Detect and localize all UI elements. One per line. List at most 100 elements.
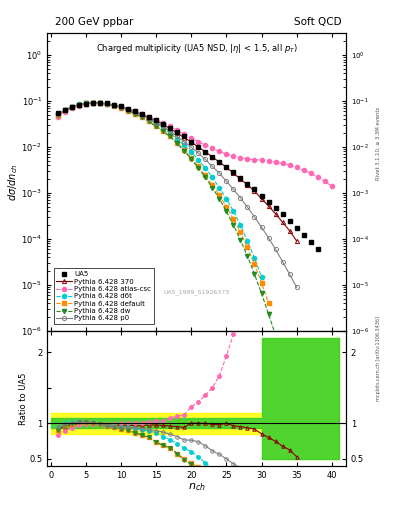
UA5 [168,125,173,131]
Pythia 6.428 p0 [168,128,173,134]
UA5 [55,110,60,116]
Pythia 6.428 dw [182,148,187,154]
Pythia 6.428 atlas-csc [294,164,299,170]
UA5 [97,100,102,106]
Pythia 6.428 atlas-csc [97,100,102,106]
Pythia 6.428 d6t [189,149,194,155]
Pythia 6.428 atlas-csc [259,157,264,163]
UA5 [245,181,250,187]
Pythia 6.428 dw [112,103,116,109]
Pythia 6.428 p0 [62,107,67,113]
Pythia 6.428 default [147,118,151,124]
Pythia 6.428 p0 [245,204,250,210]
Pythia 6.428 atlas-csc [161,120,165,126]
Pythia 6.428 dw [266,311,271,317]
Pythia 6.428 dw [217,196,222,202]
UA5 [76,102,81,108]
Text: mcplots.cern.ch [arXiv:1306.3436]: mcplots.cern.ch [arXiv:1306.3436] [376,316,380,401]
Pythia 6.428 dw [133,111,138,117]
UA5 [175,129,180,135]
Y-axis label: $d\sigma/dn_{ch}$: $d\sigma/dn_{ch}$ [6,163,20,201]
UA5 [203,148,208,155]
Line: Pythia 6.428 atlas-csc: Pythia 6.428 atlas-csc [56,101,334,188]
Pythia 6.428 default [175,140,180,146]
Pythia 6.428 default [203,173,208,179]
Text: 200 GeV ppbar: 200 GeV ppbar [55,16,133,27]
Pythia 6.428 p0 [140,112,144,118]
Pythia 6.428 p0 [90,100,95,106]
UA5 [259,193,264,199]
Pythia 6.428 dw [273,332,278,338]
Pythia 6.428 atlas-csc [189,135,194,141]
Pythia 6.428 default [105,101,109,107]
Pythia 6.428 dw [245,253,250,259]
Pythia 6.428 p0 [161,123,165,130]
Pythia 6.428 atlas-csc [140,111,144,117]
Pythia 6.428 dw [62,107,67,113]
Pythia 6.428 370 [273,211,278,217]
Pythia 6.428 370 [259,196,264,202]
Pythia 6.428 default [112,103,116,109]
Line: Pythia 6.428 dw: Pythia 6.428 dw [56,101,277,337]
UA5 [147,114,151,120]
Pythia 6.428 dw [70,104,74,110]
Pythia 6.428 d6t [252,255,257,261]
UA5 [133,108,138,114]
Pythia 6.428 atlas-csc [126,105,130,112]
Pythia 6.428 370 [196,144,200,150]
Pythia 6.428 p0 [55,111,60,117]
UA5 [210,154,215,160]
Pythia 6.428 370 [55,112,60,118]
Line: Pythia 6.428 d6t: Pythia 6.428 d6t [56,101,264,279]
Pythia 6.428 atlas-csc [168,123,173,130]
Pythia 6.428 default [55,112,60,118]
Pythia 6.428 atlas-csc [280,160,285,166]
Pythia 6.428 atlas-csc [76,102,81,109]
UA5 [189,139,194,145]
Pythia 6.428 default [182,147,187,154]
Pythia 6.428 p0 [175,134,180,140]
Pythia 6.428 370 [175,130,180,136]
Pythia 6.428 atlas-csc [224,151,229,157]
Pythia 6.428 default [70,104,74,110]
Pythia 6.428 p0 [266,235,271,241]
Pythia 6.428 p0 [231,186,236,193]
Pythia 6.428 370 [119,104,123,110]
Pythia 6.428 dw [189,156,194,162]
UA5 [112,101,116,108]
Pythia 6.428 p0 [76,102,81,108]
Pythia 6.428 default [196,163,200,169]
Pythia 6.428 d6t [161,125,165,131]
Pythia 6.428 d6t [62,106,67,113]
Pythia 6.428 p0 [287,271,292,278]
Pythia 6.428 atlas-csc [329,183,334,189]
Pythia 6.428 p0 [105,101,109,107]
Text: UA5_1989_S1926373: UA5_1989_S1926373 [163,289,230,295]
Pythia 6.428 atlas-csc [112,102,116,108]
UA5 [231,169,236,176]
Pythia 6.428 d6t [238,222,243,228]
Pythia 6.428 370 [112,102,116,108]
Pythia 6.428 p0 [154,120,158,126]
Pythia 6.428 d6t [105,101,109,107]
Pythia 6.428 atlas-csc [55,114,60,120]
UA5 [217,159,222,165]
Pythia 6.428 dw [168,134,173,140]
Pythia 6.428 default [133,111,138,117]
Pythia 6.428 p0 [119,104,123,111]
Pythia 6.428 d6t [70,103,74,110]
Pythia 6.428 d6t [140,113,144,119]
Pythia 6.428 370 [140,112,144,118]
Pythia 6.428 370 [252,188,257,194]
Pythia 6.428 d6t [196,157,200,163]
Pythia 6.428 dw [90,100,95,106]
Pythia 6.428 p0 [196,150,200,156]
UA5 [105,100,109,106]
Pythia 6.428 d6t [126,106,130,113]
Pythia 6.428 370 [280,219,285,225]
Pythia 6.428 d6t [217,185,222,191]
Pythia 6.428 d6t [210,174,215,180]
Pythia 6.428 370 [133,109,138,115]
Legend: UA5, Pythia 6.428 370, Pythia 6.428 atlas-csc, Pythia 6.428 d6t, Pythia 6.428 de: UA5, Pythia 6.428 370, Pythia 6.428 atla… [53,268,154,324]
Pythia 6.428 p0 [126,106,130,113]
